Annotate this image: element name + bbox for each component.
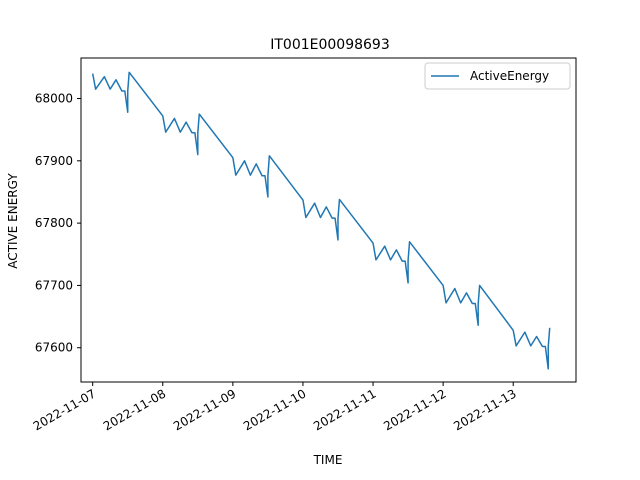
y-axis-title: ACTIVE ENERGY [6,173,20,269]
legend-label-active-energy: ActiveEnergy [470,69,549,83]
plot-frame [80,57,577,383]
plot-background [81,58,576,382]
y-tick-label: 67700 [35,278,73,292]
x-axis-title: TIME [313,453,343,467]
y-axis: 67600 67700 67800 67900 68000 [35,92,81,355]
legend-box [424,62,571,90]
plot-area [80,57,577,383]
y-tick-label: 67600 [35,341,73,355]
y-tick-label: 67800 [35,216,73,230]
series-line-active-energy [91,71,551,370]
legend: ActiveEnergy [424,62,571,90]
chart-title: IT001E00098693 [270,37,390,53]
y-tick-label: 68000 [35,92,73,106]
y-tick-label: 67900 [35,154,73,168]
